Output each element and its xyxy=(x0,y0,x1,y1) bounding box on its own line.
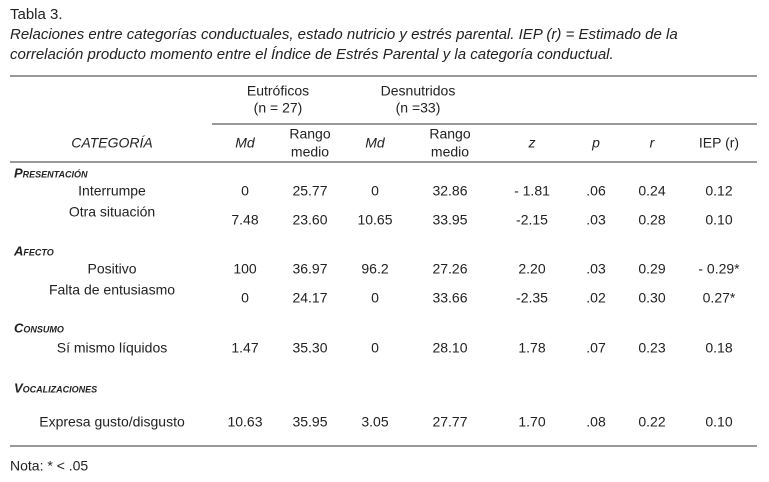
row-label: Otra situación xyxy=(69,204,155,220)
cell: 1.47 xyxy=(231,340,258,356)
row-label: Interrumpe xyxy=(78,183,146,199)
cell: 33.66 xyxy=(432,290,467,306)
column-header: Rango xyxy=(289,126,330,142)
cell: 0 xyxy=(371,183,379,199)
group-name: Desnutridos xyxy=(381,83,456,99)
column-header: Md xyxy=(235,135,256,151)
cell: - 0.29* xyxy=(698,261,740,277)
row-label: Positivo xyxy=(87,261,136,277)
column-header: Rango xyxy=(429,126,470,142)
cell: 27.77 xyxy=(432,414,467,430)
cell: -2.35 xyxy=(516,290,548,306)
row-label: Falta de entusiasmo xyxy=(49,282,175,298)
cell: .03 xyxy=(586,261,606,277)
cell: 25.77 xyxy=(292,183,327,199)
cell: 0.10 xyxy=(705,414,732,430)
column-header: medio xyxy=(291,144,329,160)
section-title: Vocalizaciones xyxy=(14,380,97,395)
cell: 24.17 xyxy=(292,290,327,306)
cell: .03 xyxy=(586,212,606,228)
cell: .02 xyxy=(586,290,606,306)
cell: 2.20 xyxy=(518,261,545,277)
column-header: CATEGORÍA xyxy=(71,135,152,151)
cell: 100 xyxy=(233,261,257,277)
note: Nota: * < .05 xyxy=(10,458,88,474)
column-header: r xyxy=(650,135,656,151)
cell: -2.15 xyxy=(516,212,548,228)
cell: 23.60 xyxy=(292,212,327,228)
cell: 33.95 xyxy=(432,212,467,228)
section-title: Presentación xyxy=(14,165,88,180)
cell: 35.95 xyxy=(292,414,327,430)
section-title: Consumo xyxy=(14,320,64,335)
cell: 0 xyxy=(371,290,379,306)
column-header: z xyxy=(528,135,536,151)
cell: 96.2 xyxy=(361,261,388,277)
caption-line: Relaciones entre categorías conductuales… xyxy=(10,26,678,43)
cell: 0.30 xyxy=(638,290,665,306)
section-title: Afecto xyxy=(13,243,54,258)
cell: 10.63 xyxy=(227,414,262,430)
cell: 10.65 xyxy=(357,212,392,228)
column-header: medio xyxy=(431,144,469,160)
column-header: p xyxy=(591,135,600,151)
cell: 0.22 xyxy=(638,414,665,430)
column-header: IEP (r) xyxy=(699,135,739,151)
row-label: Expresa gusto/disgusto xyxy=(39,414,185,430)
cell: 0.27* xyxy=(703,290,736,306)
cell: 0.10 xyxy=(705,212,732,228)
cell: 0.18 xyxy=(705,340,732,356)
table-title: Tabla 3. xyxy=(10,6,63,23)
cell: .06 xyxy=(586,183,606,199)
cell: 3.05 xyxy=(361,414,388,430)
group-n: (n = 27) xyxy=(254,100,303,116)
cell: 0.29 xyxy=(638,261,665,277)
cell: 0 xyxy=(241,290,249,306)
cell: 1.70 xyxy=(518,414,545,430)
cell: 0.23 xyxy=(638,340,665,356)
cell: 27.26 xyxy=(432,261,467,277)
cell: 1.78 xyxy=(518,340,545,356)
cell: 0 xyxy=(371,340,379,356)
cell: 7.48 xyxy=(231,212,258,228)
cell: 28.10 xyxy=(432,340,467,356)
column-header: Md xyxy=(365,135,386,151)
row-label: Sí mismo líquidos xyxy=(57,340,167,356)
cell: 0.28 xyxy=(638,212,665,228)
cell: 0.24 xyxy=(638,183,665,199)
cell: 0 xyxy=(241,183,249,199)
group-name: Eutróficos xyxy=(247,83,309,99)
cell: 36.97 xyxy=(292,261,327,277)
group-n: (n =33) xyxy=(396,100,441,116)
cell: 35.30 xyxy=(292,340,327,356)
caption-line: correlación producto momento entre el Ín… xyxy=(10,46,614,63)
cell: 0.12 xyxy=(705,183,732,199)
cell: .07 xyxy=(586,340,606,356)
cell: 32.86 xyxy=(432,183,467,199)
cell: - 1.81 xyxy=(514,183,550,199)
cell: .08 xyxy=(586,414,606,430)
